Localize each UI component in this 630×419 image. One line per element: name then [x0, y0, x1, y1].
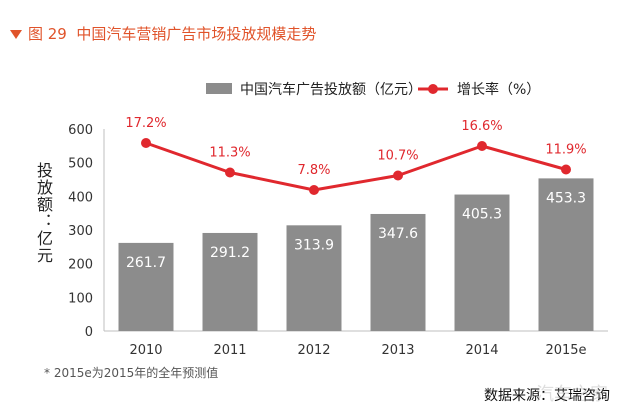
legend-line-marker [428, 84, 438, 94]
x-tick-label: 2014 [465, 343, 498, 358]
x-tick-label: 2011 [213, 343, 246, 358]
data-source: 数据来源：艾瑞咨询 [484, 388, 610, 404]
y-tick-label: 600 [68, 123, 93, 138]
chart-title: 图 29 中国汽车营销广告市场投放规模走势 [28, 23, 316, 44]
bar-value-label: 347.6 [378, 226, 418, 242]
y-tick-label: 500 [68, 157, 93, 172]
growth-rate-label: 11.9% [545, 143, 586, 158]
x-tick-label: 2015e [545, 343, 586, 358]
bar [286, 225, 342, 331]
bar-value-label: 313.9 [294, 237, 334, 253]
triangle-down-icon [10, 29, 22, 39]
growth-rate-label: 16.6% [461, 119, 502, 134]
bar-value-label: 453.3 [546, 190, 586, 206]
chart-title-bar: 图 29 中国汽车营销广告市场投放规模走势 [10, 22, 316, 44]
y-tick-label: 200 [68, 258, 93, 273]
bar [118, 242, 174, 331]
growth-rate-point [393, 170, 403, 181]
bar [370, 213, 426, 331]
legend-line-label: 增长率（%） [457, 81, 540, 98]
x-tick-label: 2010 [129, 343, 162, 358]
footnote: * 2015e为2015年的全年预测值 [44, 366, 219, 380]
y-tick-label: 100 [68, 291, 93, 306]
growth-rate-point [141, 138, 151, 148]
y-tick-label: 300 [68, 224, 93, 239]
growth-rate-point [561, 164, 571, 175]
y-tick-label: 400 [68, 190, 93, 205]
x-tick-label: 2012 [297, 343, 330, 358]
growth-rate-label: 10.7% [377, 149, 418, 164]
watermark: 汽车之家 [536, 384, 608, 405]
bar [202, 232, 258, 331]
growth-rate-label: 11.3% [209, 146, 250, 161]
bar [454, 194, 510, 331]
figure-label: 图 29 [28, 24, 67, 43]
growth-rate-point [309, 185, 319, 195]
growth-rate-line [145, 141, 567, 192]
growth-rate-point [477, 141, 487, 151]
bar-value-label: 405.3 [462, 207, 502, 223]
growth-rate-point [225, 167, 235, 178]
growth-rate-label: 17.2% [125, 116, 166, 131]
bar-value-label: 291.2 [210, 245, 250, 261]
y-axis-title: 投放额：亿元 [34, 162, 53, 264]
figure-title: 中国汽车营销广告市场投放规模走势 [76, 24, 317, 43]
bar-value-label: 261.7 [126, 255, 166, 271]
bar [538, 178, 594, 331]
growth-rate-label: 7.8% [297, 163, 330, 178]
legend-bar-label: 中国汽车广告投放额（亿元） [240, 81, 422, 98]
x-tick-label: 2013 [381, 343, 414, 358]
y-tick-label: 0 [85, 325, 93, 340]
legend-bar-swatch [206, 83, 232, 94]
